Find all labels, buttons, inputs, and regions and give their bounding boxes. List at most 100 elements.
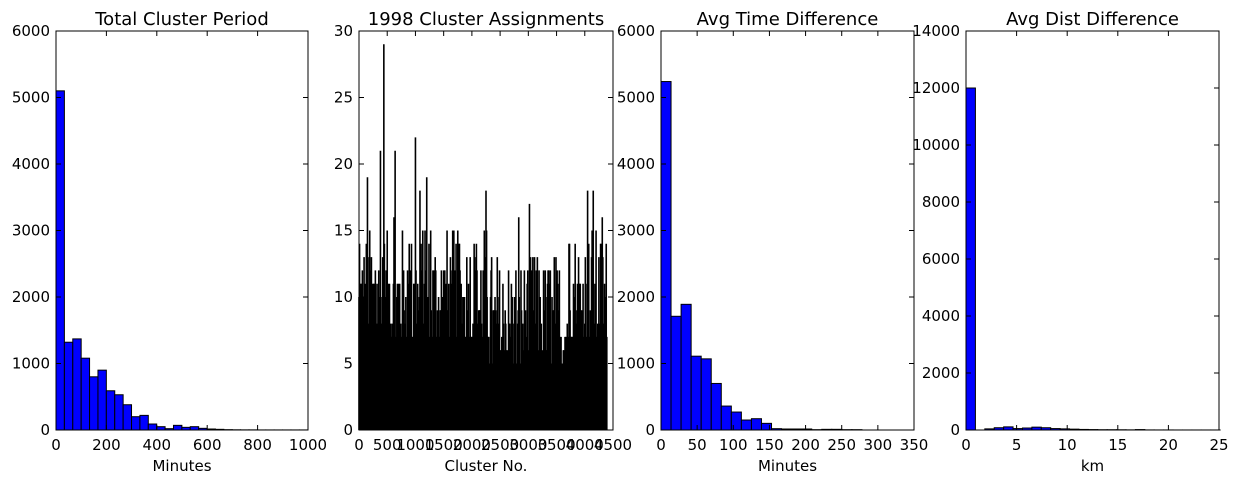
x-tick-label: 3000 (509, 436, 547, 454)
x-tick-label: 3500 (537, 436, 575, 454)
chart-title: 1998 Cluster Assignments (368, 9, 605, 30)
chart-panel-cluster-assignments: 1998 Cluster Assignments Cluster No. 0 50… (334, 9, 632, 475)
y-tick-label: 6000 (617, 22, 655, 40)
x-tick-label: 50 (688, 436, 707, 454)
x-tick-label: 150 (755, 436, 784, 454)
bar (55, 90, 65, 431)
x-tick-label: 25 (1209, 436, 1228, 454)
x-tick-label: 15 (1108, 436, 1127, 454)
bar (690, 355, 702, 431)
y-tick-label: 5 (343, 355, 353, 373)
bar (172, 424, 183, 431)
y-tick-label: 20 (334, 155, 353, 173)
plot-frame (55, 30, 309, 431)
bar (122, 404, 133, 431)
y-tick-label: 4000 (12, 155, 50, 173)
bar (740, 419, 752, 431)
x-tick-label: 1000 (396, 436, 434, 454)
x-tick-label: 100 (719, 436, 748, 454)
x-tick-label: 350 (900, 436, 929, 454)
bar (700, 358, 712, 431)
x-tick-label: 0 (51, 436, 61, 454)
x-tick-label: 5 (1012, 436, 1022, 454)
x-tick-label: 10 (1058, 436, 1077, 454)
bar (720, 405, 732, 431)
y-tick-label: 8000 (922, 193, 960, 211)
y-tick-label: 0 (343, 421, 353, 439)
bars (358, 44, 608, 430)
bar (131, 416, 141, 431)
y-tick-label: 5000 (12, 89, 50, 107)
plot-frame (965, 30, 1220, 431)
y-tick-label: 25 (334, 89, 353, 107)
y-tick-label: 1000 (617, 355, 655, 373)
bar (760, 422, 773, 431)
x-tick-label: 4000 (566, 436, 604, 454)
bar (750, 418, 762, 431)
y-tick-label: 30 (334, 22, 353, 40)
x-axis-label: Minutes (152, 457, 211, 475)
y-tick-label: 3000 (12, 222, 50, 240)
x-tick-label: 4500 (594, 436, 632, 454)
bar (139, 414, 149, 431)
bar (89, 376, 99, 431)
y-tick-label: 4000 (922, 307, 960, 325)
y-tick-label: 10 (334, 288, 353, 306)
x-tick-label: 500 (373, 436, 402, 454)
y-tick-label: 2000 (617, 288, 655, 306)
x-tick-label: 250 (827, 436, 856, 454)
y-tick-label: 3000 (617, 222, 655, 240)
x-tick-label: 1000 (289, 436, 327, 454)
x-tick-label: 1500 (425, 436, 463, 454)
chart-title: Avg Dist Difference (1006, 9, 1179, 30)
chart-panel-avg-dist-difference: Avg Dist Difference km 0 5 10 15 20 25 0 2000 40… (912, 9, 1228, 475)
y-tick-label: 4000 (617, 155, 655, 173)
x-tick-label: 200 (92, 436, 121, 454)
x-tick-label: 20 (1159, 436, 1178, 454)
bars (660, 81, 863, 431)
bar (63, 341, 74, 431)
bar-fill (359, 376, 608, 430)
chart-title: Total Cluster Period (94, 9, 269, 30)
y-tick-label: 15 (334, 222, 353, 240)
chart-title: Avg Time Difference (697, 9, 879, 30)
chart-panel-total-cluster-period: Total Cluster Period Minutes 0 200 400 600 8… (12, 9, 327, 475)
y-tick-label: 0 (40, 421, 50, 439)
y-tick-label: 1000 (12, 355, 50, 373)
bar (680, 303, 692, 431)
y-tick-label: 10000 (912, 136, 960, 154)
x-tick-label: 2500 (481, 436, 519, 454)
y-tick-label: 2000 (922, 364, 960, 382)
bar (105, 390, 116, 431)
x-tick-label: 200 (791, 436, 820, 454)
bar (660, 81, 672, 431)
bar (80, 357, 91, 431)
y-tick-label: 14000 (912, 22, 960, 40)
x-tick-label: 600 (193, 436, 222, 454)
x-tick-label: 0 (961, 436, 971, 454)
bar (97, 369, 107, 431)
x-tick-label: 300 (864, 436, 893, 454)
bars (55, 90, 309, 431)
bar (72, 338, 82, 431)
x-axis-label: Minutes (758, 457, 817, 475)
y-tick-label: 0 (950, 421, 960, 439)
bar (147, 423, 158, 431)
x-tick-label: 2000 (453, 436, 491, 454)
bar (114, 394, 124, 431)
bar (710, 382, 722, 431)
x-tick-label: 0 (354, 436, 364, 454)
y-tick-label: 2000 (12, 288, 50, 306)
bar (670, 315, 682, 431)
y-tick-label: 0 (645, 421, 655, 439)
chart-panel-avg-time-difference: Avg Time Difference Minutes 0 50 100 150 200… (617, 9, 929, 475)
x-tick-label: 800 (243, 436, 272, 454)
x-tick-label: 0 (656, 436, 666, 454)
x-axis-label: km (1081, 457, 1104, 475)
y-tick-label: 12000 (912, 79, 960, 97)
x-tick-label: 400 (142, 436, 171, 454)
y-tick-label: 6000 (12, 22, 50, 40)
x-axis-label: Cluster No. (445, 457, 528, 475)
y-tick-label: 5000 (617, 89, 655, 107)
